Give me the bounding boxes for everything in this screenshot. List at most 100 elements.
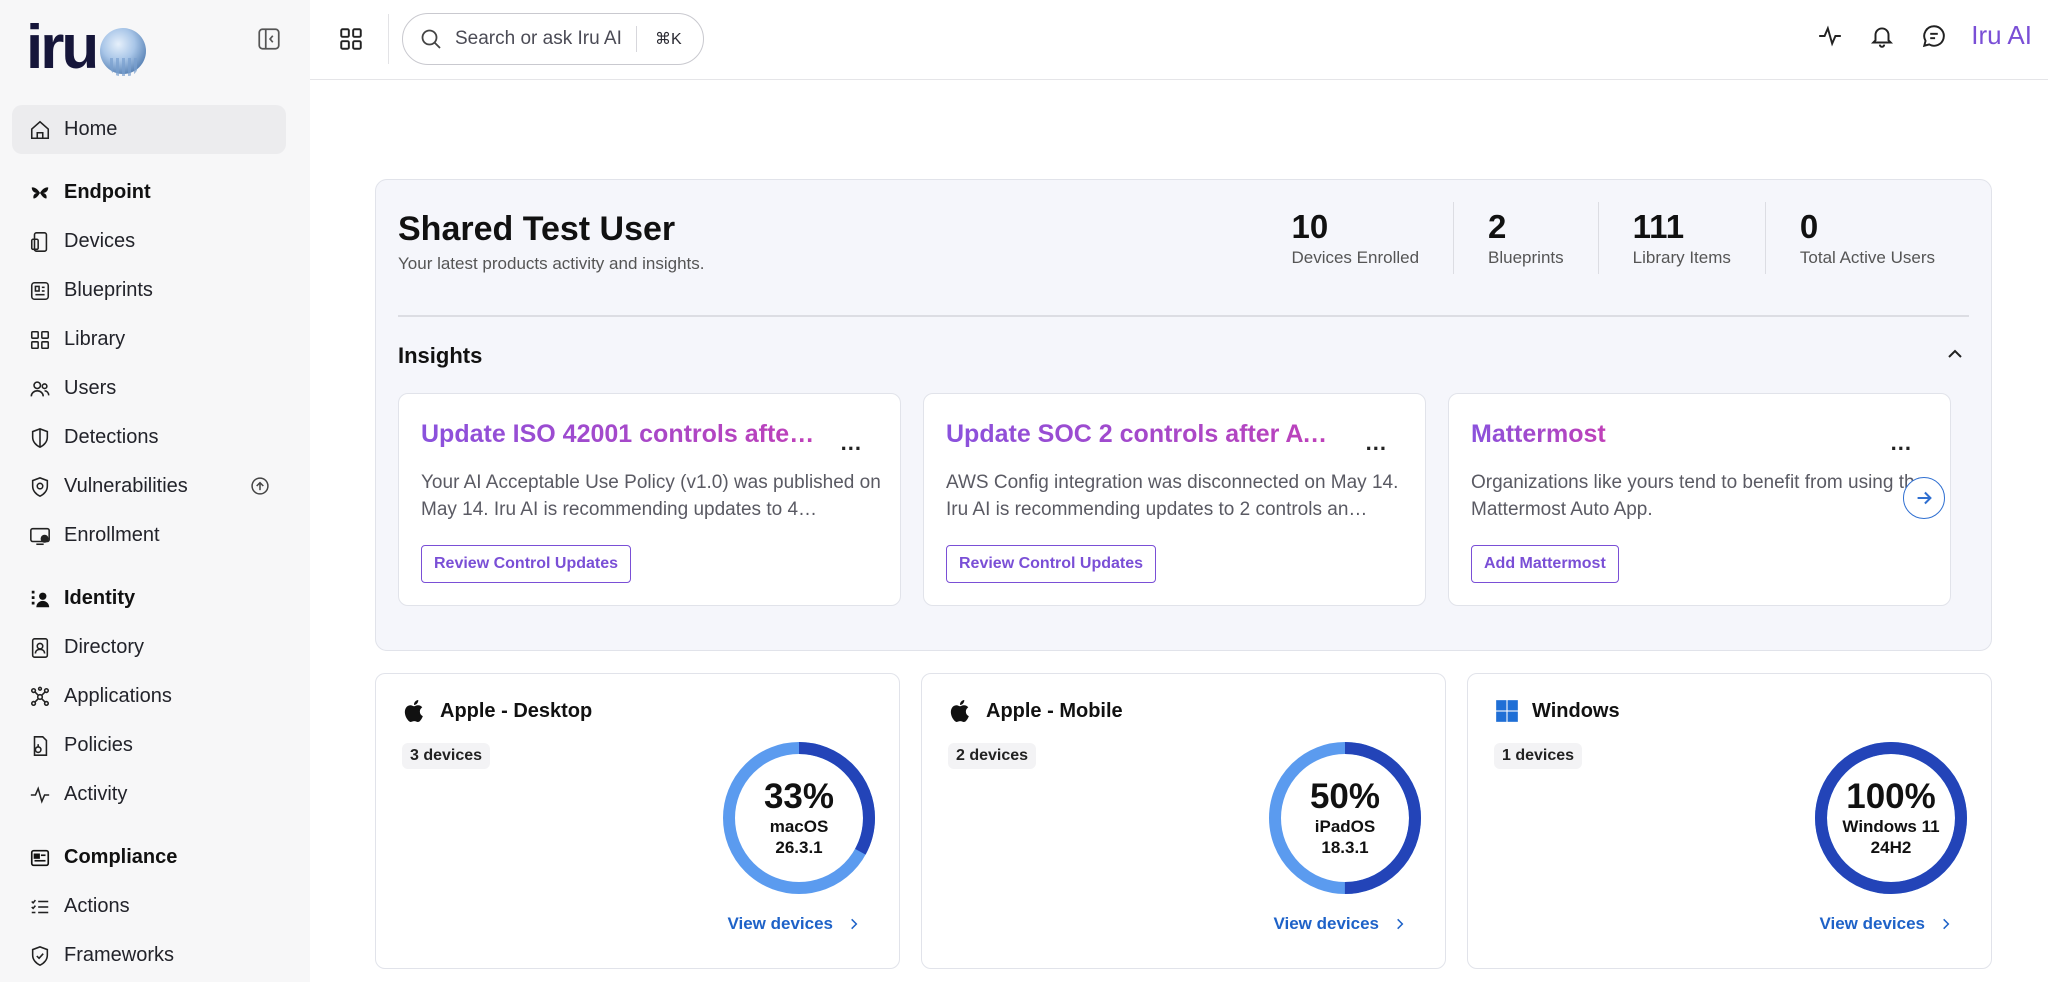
insight-body: Organizations like yours tend to benefit… [1471,472,1926,520]
view-devices-link[interactable]: View devices [727,914,861,934]
vulnerability-icon [28,475,52,499]
identity-icon [28,587,52,611]
sidebar-item-label: Frameworks [64,944,175,966]
donut-os-version: Windows 11 24H2 [1842,817,1940,857]
device-count-badge: 1 devices [1494,743,1583,769]
stat-library-items[interactable]: 111 Library Items [1597,202,1765,274]
sidebar-item-frameworks[interactable]: Frameworks [12,931,286,980]
search-input[interactable]: Search or ask Iru AI ⌘K [402,13,704,65]
collapse-sidebar-icon[interactable] [256,26,282,52]
sidebar-item-library[interactable]: Library [12,315,286,364]
review-control-updates-button[interactable]: Review Control Updates [421,545,632,583]
activity-pulse-icon[interactable] [1817,23,1843,49]
sidebar-section-identity[interactable]: Identity [12,574,286,623]
home-icon [28,118,52,142]
donut-percent: 33% [763,777,835,816]
sidebar-item-blueprints[interactable]: Blueprints [12,266,286,315]
sidebar-item-detections[interactable]: Detections [12,413,286,462]
chat-icon[interactable] [1921,23,1947,49]
sidebar-item-label: Applications [64,685,172,707]
sidebar-item-applications[interactable]: Applications [12,672,286,721]
sidebar-item-vulnerabilities[interactable]: Vulnerabilities [12,462,286,511]
donut-os-version: macOS 26.3.1 [769,817,829,857]
iru-logo[interactable]: iru [26,17,147,79]
insight-cards: Update ISO 42001 controls after… ... You… [398,393,1958,606]
insight-title[interactable]: Update SOC 2 controls after AWS… [946,420,1346,448]
enrollment-icon [28,524,52,548]
sidebar-section-endpoint[interactable]: Endpoint [12,168,286,217]
next-arrow-icon[interactable] [1903,477,1945,519]
insight-title[interactable]: Mattermost [1471,420,1606,448]
section-label: Identity [64,587,136,609]
sidebar-item-activity[interactable]: Activity [12,770,286,819]
donut-percent: 50% [1309,777,1381,816]
upgrade-arrow-icon[interactable] [250,476,270,496]
stat-label: Devices Enrolled [1291,248,1420,267]
sidebar-item-policies[interactable]: Policies [12,721,286,770]
sidebar-item-label: Library [64,328,126,350]
platform-title: Apple - Desktop [440,699,593,722]
search-icon [419,27,443,51]
stat-total-active-users[interactable]: 0 Total Active Users [1764,202,1969,274]
donut-percent: 100% [1846,777,1936,816]
donut-value-arc [723,742,875,894]
insight-card[interactable]: Mattermost ... Organizations like yours … [1448,393,1951,606]
device-count-badge: 3 devices [402,743,491,769]
sidebar-item-label: Devices [64,230,136,252]
more-options-icon[interactable]: ... [840,430,862,455]
sidebar-item-users[interactable]: Users [12,364,286,413]
stats-row: 10 Devices Enrolled 2 Blueprints 111 Lib… [1257,202,1969,274]
more-options-icon[interactable]: ... [1365,430,1387,455]
sidebar-item-label: Detections [64,426,159,448]
applications-icon [28,685,52,709]
divider [398,315,1969,317]
insight-body: Your AI Acceptable Use Policy (v1.0) was… [421,472,881,520]
iru-ai-button[interactable]: Iru AI [1971,20,2032,50]
chevron-up-icon[interactable] [1943,342,1967,366]
view-devices-label: View devices [1819,914,1925,933]
sidebar-item-devices[interactable]: Devices [12,217,286,266]
sidebar-item-label: Vulnerabilities [64,475,188,497]
sidebar-item-label: Users [64,377,117,399]
donut-label: 50% iPadOS 18.3.1 [1267,740,1423,896]
sidebar-item-label: Policies [64,734,133,756]
insight-card[interactable]: Update ISO 42001 controls after… ... You… [398,393,901,606]
platform-card-windows: Windows 1 devices 100% Windows 11 24H2 V… [1467,673,1992,969]
platform-title: Windows [1532,699,1620,722]
sidebar-item-directory[interactable]: Directory [12,623,286,672]
actions-icon [28,895,52,919]
insight-title[interactable]: Update ISO 42001 controls after… [421,420,821,448]
view-devices-link[interactable]: View devices [1273,914,1407,934]
blueprints-icon [28,279,52,303]
os-donut-chart [1815,742,1967,894]
add-mattermost-button[interactable]: Add Mattermost [1471,545,1619,583]
topbar: Search or ask Iru AI ⌘K Iru AI [310,0,2048,80]
page-subtitle: Your latest products activity and insigh… [398,254,705,273]
page-title: Shared Test User [398,210,676,248]
platform-header: Apple - Desktop [402,698,592,724]
sidebar: iru Home Endpoint Devices Blueprints Lib… [0,0,310,982]
donut-label: 100% Windows 11 24H2 [1813,740,1969,896]
bell-icon[interactable] [1869,23,1895,49]
donut-value-arc [1269,742,1421,894]
policies-icon [28,734,52,758]
sidebar-item-enrollment[interactable]: Enrollment [12,511,286,560]
insight-card[interactable]: Update SOC 2 controls after AWS… ... AWS… [923,393,1426,606]
more-options-icon[interactable]: ... [1890,430,1912,455]
review-control-updates-button[interactable]: Review Control Updates [946,545,1157,583]
sidebar-section-compliance[interactable]: Compliance [12,833,286,882]
stat-label: Library Items [1632,248,1731,267]
donut-value-arc [1815,742,1967,894]
sidebar-item-actions[interactable]: Actions [12,882,286,931]
apps-grid-icon[interactable] [338,26,364,52]
apple-icon [948,698,974,724]
sidebar-item-home[interactable]: Home [12,105,286,154]
stat-value: 0 [1799,208,1819,245]
shield-icon [28,426,52,450]
insight-body: AWS Config integration was disconnected … [946,472,1399,520]
frameworks-icon [28,944,52,968]
endpoint-icon [28,181,52,205]
view-devices-link[interactable]: View devices [1819,914,1953,934]
stat-blueprints[interactable]: 2 Blueprints [1453,202,1598,274]
stat-devices-enrolled[interactable]: 10 Devices Enrolled [1257,202,1453,274]
